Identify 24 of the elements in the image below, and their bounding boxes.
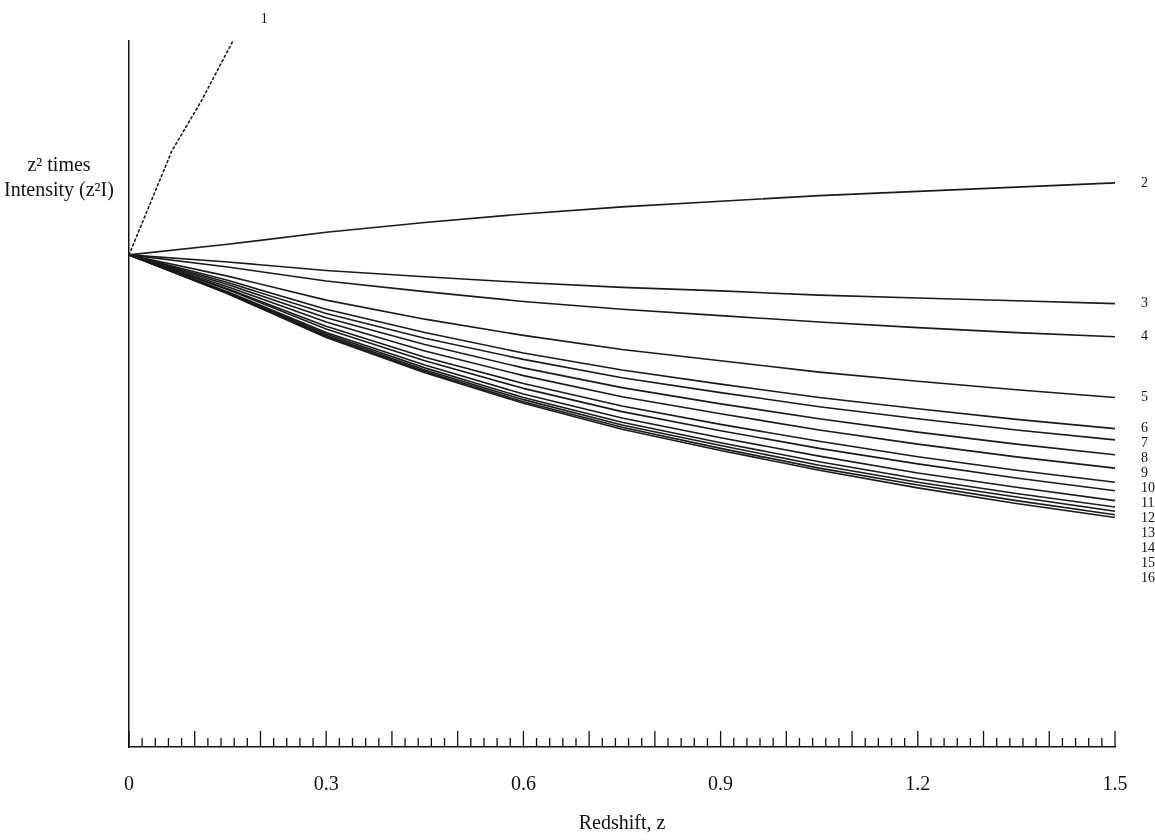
x-axis-title: Redshift, z <box>578 811 666 834</box>
x-tick-label: 0.6 <box>510 772 536 795</box>
series-label: 4 <box>1141 328 1148 344</box>
series-label: 2 <box>1141 174 1148 190</box>
series-label: 5 <box>1141 389 1148 405</box>
x-tick-label: 0 <box>124 772 134 795</box>
series-label: 10 <box>1141 480 1155 496</box>
text: 16 <box>1141 570 1155 586</box>
x-tick-label: 0.9 <box>708 772 734 795</box>
x-tick-label: 1.2 <box>905 772 931 795</box>
series-label: 6 <box>1141 420 1148 436</box>
series-label: 9 <box>1141 465 1148 481</box>
series-label: 11 <box>1141 495 1155 511</box>
series-label: 7 <box>1141 435 1148 451</box>
series-label: 12 <box>1141 510 1155 526</box>
x-tick-label: 0.3 <box>313 772 339 795</box>
text: 15 <box>1141 555 1155 571</box>
series-label: 8 <box>1141 450 1148 466</box>
x-tick-label: 1.5 <box>1102 772 1128 795</box>
series-label: 3 <box>1141 295 1148 311</box>
text: 13 <box>1141 525 1155 541</box>
text: 14 <box>1141 540 1155 556</box>
y-axis-title: z² times Intensity (z²I) <box>3 152 115 202</box>
text: 1 <box>260 10 268 26</box>
